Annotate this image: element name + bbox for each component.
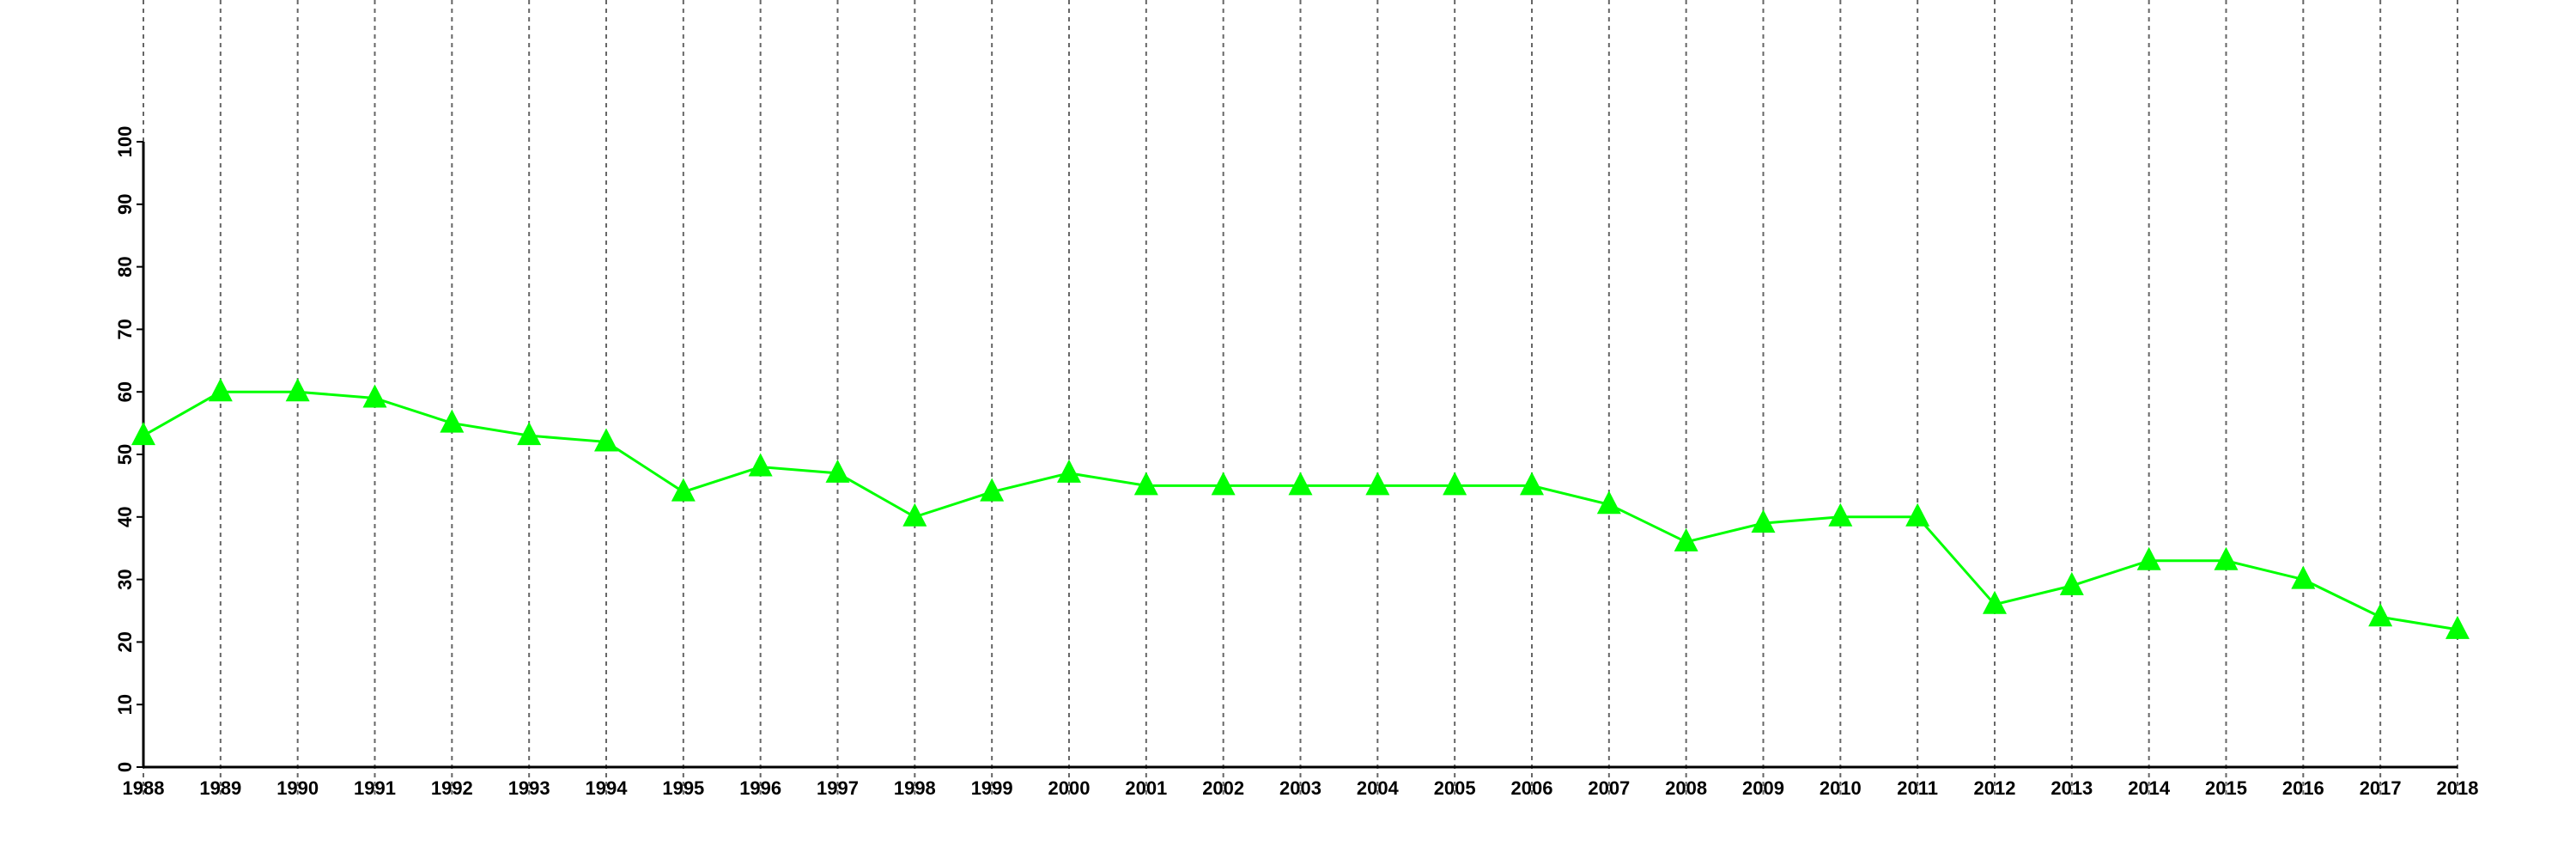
x-tick-label: 2006 — [1511, 777, 1553, 799]
data-point-triangle — [825, 459, 850, 483]
y-tick-label: 60 — [114, 381, 136, 402]
data-point-triangle — [2445, 615, 2470, 639]
data-point-triangle — [1905, 503, 1930, 527]
axes — [137, 141, 2458, 769]
x-tick-label: 1993 — [508, 777, 550, 799]
data-point-triangle — [1443, 472, 1467, 496]
x-tick-label: 2005 — [1434, 777, 1476, 799]
x-tick-label: 2017 — [2360, 777, 2402, 799]
x-tick-label: 2009 — [1742, 777, 1784, 799]
x-tick-label: 2004 — [1357, 777, 1400, 799]
x-tick-label: 1989 — [199, 777, 241, 799]
x-tick-label: 2011 — [1897, 777, 1938, 799]
data-point-triangle — [1520, 472, 1544, 496]
x-tick-label: 1991 — [354, 777, 396, 799]
data-point-triangle — [362, 384, 387, 408]
data-point-triangle — [902, 503, 927, 527]
data-point-triangle — [1674, 527, 1698, 551]
x-tick-label: 1990 — [276, 777, 319, 799]
data-point-triangle — [2136, 546, 2161, 570]
data-point-triangle — [1365, 472, 1390, 496]
data-point-triangle — [285, 378, 310, 402]
y-tick-label: 90 — [114, 194, 136, 215]
y-tick-label: 20 — [114, 631, 136, 652]
x-tick-label: 2003 — [1279, 777, 1321, 799]
x-tick-label: 1994 — [586, 777, 629, 799]
y-tick-label: 0 — [114, 762, 136, 772]
x-tick-label: 2018 — [2437, 777, 2479, 799]
y-tick-label: 100 — [114, 126, 136, 158]
data-point-triangle — [594, 428, 618, 452]
data-point-triangle — [1828, 503, 1853, 527]
x-tick-label: 1992 — [431, 777, 473, 799]
data-point-triangle — [2059, 571, 2084, 595]
x-tick-label: 2000 — [1048, 777, 1091, 799]
data-point-triangle — [517, 422, 542, 446]
y-tick-label: 40 — [114, 507, 136, 527]
data-point-triangle — [1288, 472, 1313, 496]
data-point-triangle — [1211, 472, 1236, 496]
x-tick-label: 1997 — [817, 777, 859, 799]
x-tick-label: 2015 — [2205, 777, 2247, 799]
data-point-triangle — [1983, 590, 2007, 614]
data-point-triangle — [1751, 509, 1776, 533]
gridlines — [143, 0, 2458, 797]
x-tick-label: 1999 — [971, 777, 1013, 799]
x-tick-label: 1988 — [123, 777, 165, 799]
data-point-triangle — [440, 409, 465, 433]
data-point-triangle — [2214, 546, 2239, 570]
tick-labels: 1988 1989 1990 1991 1992 1993 1994 1995 1996 1997… — [114, 126, 2478, 799]
data-point-triangle — [208, 378, 233, 402]
y-tick-label: 10 — [114, 694, 136, 715]
data-point-triangle — [671, 478, 696, 502]
data-point-triangle — [980, 478, 1005, 502]
x-tick-label: 2012 — [1974, 777, 2016, 799]
data-point-triangle — [2368, 603, 2393, 627]
x-tick-label: 2013 — [2050, 777, 2093, 799]
x-tick-label: 2001 — [1125, 777, 1167, 799]
data-point-triangle — [1057, 459, 1081, 483]
x-tick-label: 1996 — [739, 777, 781, 799]
y-tick-label: 80 — [114, 256, 136, 277]
data-point-triangle — [748, 453, 773, 477]
y-tick-label: 50 — [114, 444, 136, 465]
x-tick-label: 2002 — [1202, 777, 1244, 799]
x-tick-label: 2016 — [2282, 777, 2324, 799]
data-point-triangle — [2291, 565, 2316, 589]
data-point-triangle — [131, 422, 155, 446]
x-tick-label: 1995 — [662, 777, 704, 799]
x-tick-label: 2014 — [2128, 777, 2171, 799]
x-tick-label: 2007 — [1588, 777, 1630, 799]
series — [131, 378, 2470, 639]
y-tick-label: 70 — [114, 319, 136, 339]
data-point-triangle — [1133, 472, 1158, 496]
x-tick-label: 2008 — [1665, 777, 1707, 799]
x-tick-label: 2010 — [1820, 777, 1862, 799]
x-tick-label: 1998 — [894, 777, 936, 799]
data-point-triangle — [1596, 490, 1621, 515]
y-tick-label: 30 — [114, 569, 136, 589]
